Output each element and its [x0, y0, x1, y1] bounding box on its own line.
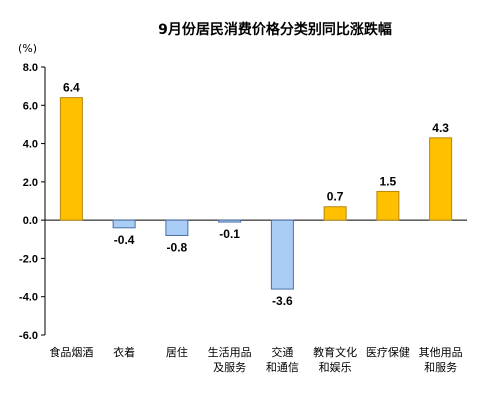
category-label: 生活用品: [208, 345, 252, 359]
category-label: 交通: [271, 345, 293, 359]
y-axis: 8.0 6.0 4.0 2.0 0.0 -2.0 -4.0 -6.0: [19, 62, 467, 342]
value-label: 6.4: [63, 81, 80, 95]
value-label: -0.8: [167, 240, 188, 254]
bar: [59, 97, 83, 221]
value-label: 4.3: [432, 121, 449, 135]
category-label: 及服务: [213, 361, 246, 374]
y-tick-label: -4.0: [19, 292, 38, 304]
y-tick-label: 2.0: [23, 177, 38, 189]
bar: [323, 206, 347, 221]
y-tick-label: 8.0: [23, 62, 38, 74]
category-label: 和娱乐: [319, 360, 352, 374]
bar: [376, 190, 400, 221]
category-label: 食品烟酒: [49, 345, 93, 359]
value-labels: 6.4 -0.4 -0.8 -0.1 -3.6 0.7 1.5 4.3: [63, 81, 449, 308]
bar: [218, 219, 242, 223]
value-label: -3.6: [272, 294, 293, 308]
bar: [112, 219, 136, 229]
category-label: 和服务: [424, 361, 457, 374]
category-label: 和通信: [266, 361, 299, 374]
category-label: 教育文化: [313, 345, 357, 359]
chart-title: 9月份居民消费价格分类别同比涨跌幅: [158, 21, 392, 38]
bar: [165, 219, 189, 236]
category-label: 衣着: [113, 345, 135, 359]
category-label: 医疗保健: [366, 345, 410, 359]
y-tick-label: -2.0: [19, 253, 38, 265]
unit-label: (%): [18, 42, 37, 55]
category-label: 居住: [166, 345, 188, 359]
y-tick-label: 0.0: [23, 215, 38, 227]
value-label: 1.5: [380, 174, 397, 188]
bar: [270, 219, 294, 290]
value-label: -0.1: [219, 227, 240, 241]
category-label: 其他用品: [419, 346, 463, 359]
value-label: -0.4: [114, 233, 135, 247]
y-tick-label: 6.0: [23, 100, 38, 112]
value-label: 0.7: [327, 190, 344, 204]
y-tick-label: 4.0: [23, 139, 38, 151]
bars: [59, 97, 453, 290]
y-tick-label: -6.0: [19, 330, 38, 342]
bar: [429, 137, 453, 221]
